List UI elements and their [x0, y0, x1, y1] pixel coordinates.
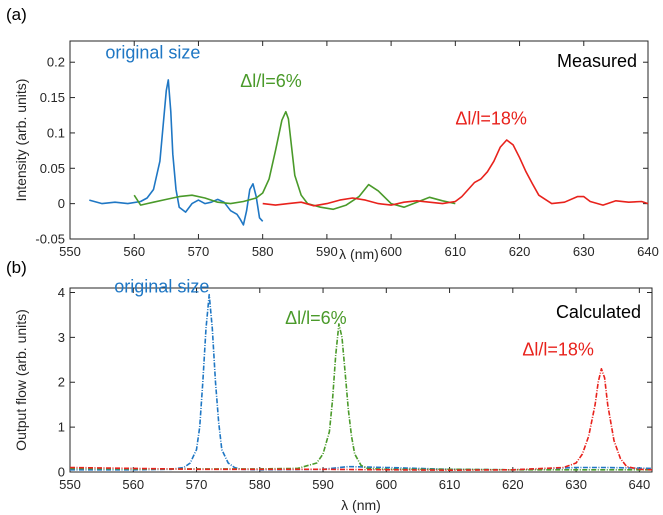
x-tick-label: 630 — [565, 477, 587, 492]
x-tick-label: 610 — [444, 244, 466, 259]
panel-a-series — [89, 79, 649, 226]
panel-a-x-axis-label: λ (nm) — [339, 246, 379, 262]
y-tick-label: 0.15 — [40, 90, 65, 105]
panel-b-ticks: 550 560 570 580 590 600 610 620 630 640 0 1 2 3 4 — [58, 285, 652, 492]
y-tick-label: 0.05 — [40, 161, 65, 176]
y-tick-label: 0.1 — [47, 125, 65, 140]
x-tick-label: 550 — [59, 244, 81, 259]
series-line — [133, 110, 456, 211]
panel-b-annotations: original size Δl/l=6% Δl/l=18% — [114, 276, 594, 359]
series-annotation: Δl/l=18% — [455, 108, 527, 128]
series-line — [69, 367, 653, 472]
y-tick-label: 0 — [58, 465, 65, 480]
series-annotation: Δl/l=6% — [285, 308, 347, 328]
x-tick-label: 640 — [628, 477, 650, 492]
panel-b-axes-box — [69, 287, 653, 473]
x-tick-label: 560 — [122, 477, 144, 492]
x-tick-label: 640 — [637, 244, 659, 259]
y-tick-label: 1 — [58, 420, 65, 435]
x-tick-label: 590 — [316, 244, 338, 259]
x-tick-label: 560 — [123, 244, 145, 259]
y-tick-label: 0 — [58, 196, 65, 211]
panel-a-label: (a) — [6, 5, 27, 24]
series-annotation: Δl/l=6% — [240, 71, 302, 91]
panel-b-calculated: (b) 550 560 570 580 590 600 610 620 630 64001234 … — [6, 258, 653, 513]
y-tick-label: 4 — [58, 285, 65, 300]
series-annotation: original size — [105, 43, 200, 63]
series-annotation: Δl/l=18% — [522, 339, 594, 359]
y-tick-label: 0.2 — [47, 55, 65, 70]
x-tick-label: 620 — [502, 477, 524, 492]
panel-b-series — [69, 293, 653, 472]
x-tick-label: 570 — [188, 244, 210, 259]
series-annotation: original size — [114, 276, 209, 296]
x-tick-label: 580 — [252, 244, 274, 259]
series-line — [262, 139, 649, 207]
x-tick-label: 550 — [59, 477, 81, 492]
y-tick-label: 2 — [58, 375, 65, 390]
x-tick-label: 600 — [380, 244, 402, 259]
panel-a-ticks: 550 560 570 580 590 600 610 620 630 640 -0.05 0 0.05… — [35, 41, 659, 259]
panel-b-corner-label: Calculated — [556, 302, 641, 322]
x-tick-label: 610 — [439, 477, 461, 492]
panel-b-label: (b) — [6, 258, 27, 277]
panel-a-axes-box — [69, 40, 649, 240]
y-tick-label: -0.05 — [35, 232, 65, 247]
x-tick-label: 620 — [509, 244, 531, 259]
x-tick-label: 580 — [249, 477, 271, 492]
panel-b-x-axis-label: λ (nm) — [341, 497, 381, 513]
x-tick-label: 600 — [375, 477, 397, 492]
y-tick-label: 3 — [58, 330, 65, 345]
x-tick-label: 630 — [573, 244, 595, 259]
panel-a-y-axis-label: Intensity (arb. units) — [13, 79, 29, 202]
panel-a-corner-label: Measured — [557, 51, 637, 71]
series-line — [89, 79, 264, 226]
x-tick-label: 590 — [312, 477, 334, 492]
panel-b-y-axis-label: Output flow (arb. units) — [13, 309, 29, 451]
x-tick-label: 570 — [186, 477, 208, 492]
panel-a-annotations: original size Δl/l=6% Δl/l=18% — [105, 43, 527, 129]
panel-a-measured: (a) 550 560 570 580 590 600 610 620 630 640 -0.05 0… — [6, 5, 659, 262]
